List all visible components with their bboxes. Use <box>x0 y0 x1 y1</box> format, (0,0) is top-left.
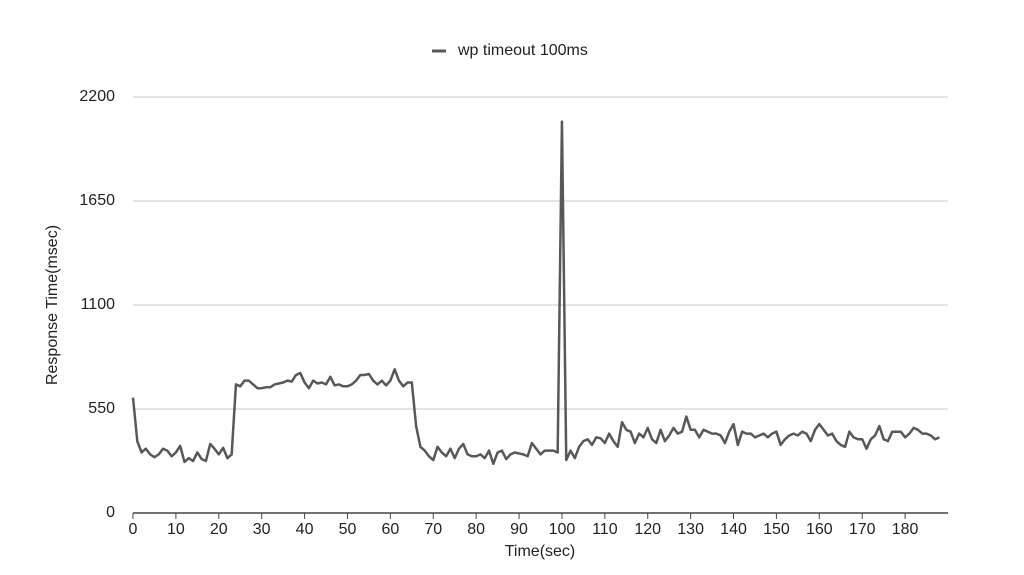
x-tick-label: 120 <box>634 521 661 538</box>
x-tick-label: 130 <box>677 521 704 538</box>
x-tick-label: 160 <box>806 521 833 538</box>
x-tick-label: 180 <box>892 521 919 538</box>
y-tick-label: 550 <box>88 400 115 417</box>
y-axis-label: Response Time(msec) <box>44 225 61 385</box>
x-tick-label: 50 <box>339 521 357 538</box>
x-tick-label: 100 <box>549 521 576 538</box>
x-tick-label: 70 <box>424 521 442 538</box>
legend-label: wp timeout 100ms <box>457 42 588 59</box>
x-tick-label: 170 <box>849 521 876 538</box>
x-tick-label: 90 <box>510 521 528 538</box>
x-tick-label: 40 <box>296 521 314 538</box>
x-tick-label: 140 <box>720 521 747 538</box>
y-tick-label: 2200 <box>79 88 115 105</box>
y-tick-label: 0 <box>106 504 115 521</box>
x-tick-label: 150 <box>763 521 790 538</box>
x-axis-label: Time(sec) <box>505 543 576 560</box>
x-tick-label: 80 <box>467 521 485 538</box>
x-tick-label: 20 <box>210 521 228 538</box>
x-tick-label: 60 <box>381 521 399 538</box>
x-tick-label: 30 <box>253 521 271 538</box>
y-tick-label: 1650 <box>79 192 115 209</box>
x-tick-label: 10 <box>167 521 185 538</box>
data-line <box>131 120 940 466</box>
x-tick-label: 110 <box>592 521 618 538</box>
y-tick-label: 1100 <box>81 296 116 313</box>
x-tick-label: 0 <box>129 521 138 538</box>
